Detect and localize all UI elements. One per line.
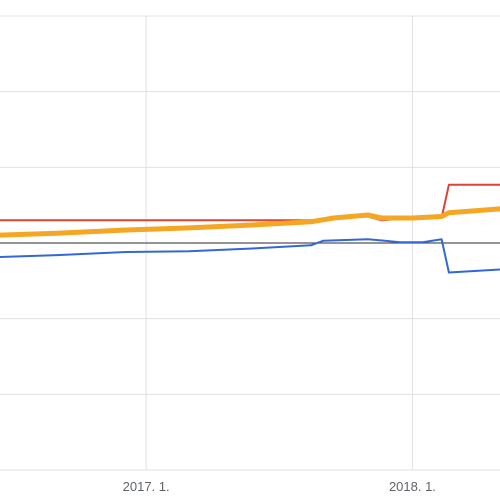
series-line-1	[0, 238, 500, 274]
x-tick-label-0: 2017. 1.	[123, 479, 170, 494]
x-axis-tick-labels: 2017. 1. 2018. 1.	[123, 479, 436, 494]
x-tick-label-1: 2018. 1.	[389, 479, 436, 494]
series-line-2	[0, 206, 500, 238]
series-layer	[0, 183, 500, 274]
